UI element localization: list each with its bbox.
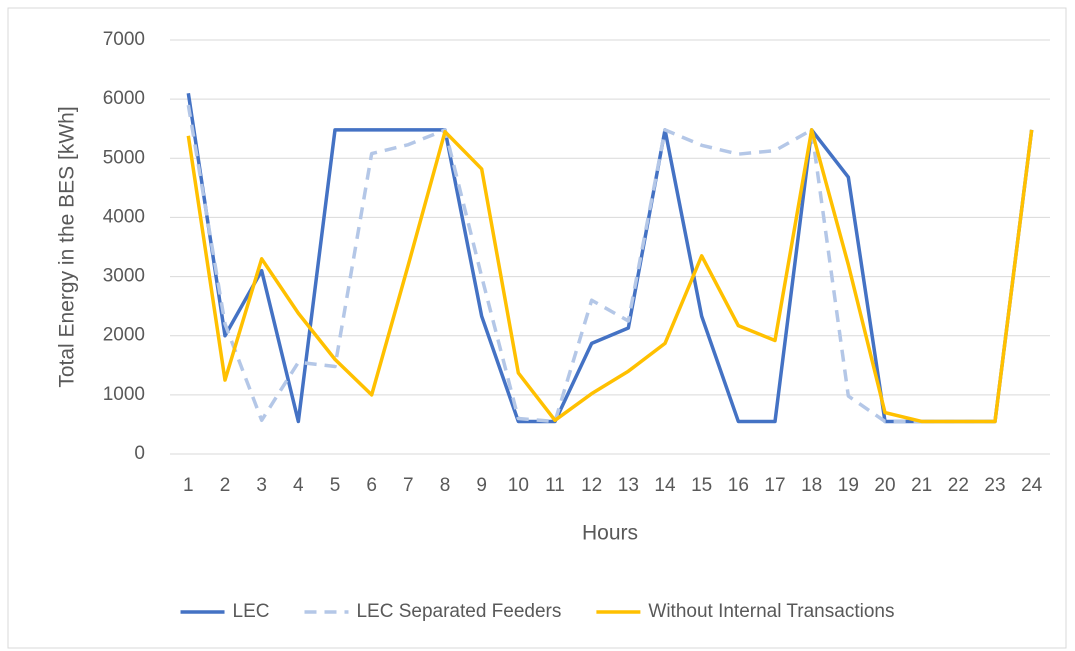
x-axis-title: Hours xyxy=(582,522,638,545)
x-tick-label: 24 xyxy=(1021,475,1043,496)
x-tick-label: 13 xyxy=(618,475,639,496)
y-tick-label: 6000 xyxy=(103,88,145,109)
x-tick-label: 20 xyxy=(874,475,895,496)
y-tick-label: 7000 xyxy=(103,29,145,50)
legend-label: LEC Separated Feeders xyxy=(356,601,561,622)
y-tick-label: 1000 xyxy=(103,384,145,405)
x-tick-label: 21 xyxy=(911,475,932,496)
x-tick-label: 22 xyxy=(948,475,969,496)
x-tick-label: 15 xyxy=(691,475,712,496)
x-tick-label: 11 xyxy=(545,475,565,496)
x-tick-label: 7 xyxy=(403,475,414,496)
x-tick-label: 4 xyxy=(293,475,304,496)
series-line xyxy=(186,92,1034,424)
x-tick-label: 3 xyxy=(256,475,267,496)
x-tick-label: 5 xyxy=(330,475,341,496)
x-tick-label: 8 xyxy=(440,475,451,496)
x-tick-label: 6 xyxy=(366,475,377,496)
y-tick-label: 5000 xyxy=(103,147,145,168)
x-tick-label: 12 xyxy=(581,475,602,496)
x-tick-label: 10 xyxy=(508,475,529,496)
x-tick-label: 16 xyxy=(728,475,749,496)
x-tick-label: 1 xyxy=(183,475,194,496)
y-tick-label: 4000 xyxy=(103,206,145,227)
x-tick-label: 18 xyxy=(801,475,822,496)
x-tick-label: 14 xyxy=(654,475,676,496)
y-tick-label: 3000 xyxy=(103,266,145,287)
x-tick-label: 19 xyxy=(838,475,859,496)
series-line xyxy=(186,128,1034,424)
y-tick-label: 2000 xyxy=(103,325,145,346)
x-tick-label: 23 xyxy=(984,475,1005,496)
y-tick-label: 0 xyxy=(134,443,145,464)
legend-label: LEC xyxy=(233,601,270,622)
x-tick-label: 2 xyxy=(220,475,231,496)
legend-label: Without Internal Transactions xyxy=(648,601,894,622)
x-tick-label: 17 xyxy=(764,475,785,496)
chart-frame xyxy=(7,7,1067,649)
y-axis-title: Total Energy in the BES [kWh] xyxy=(56,106,79,387)
series-line xyxy=(186,104,1034,424)
x-tick-label: 9 xyxy=(476,475,487,496)
